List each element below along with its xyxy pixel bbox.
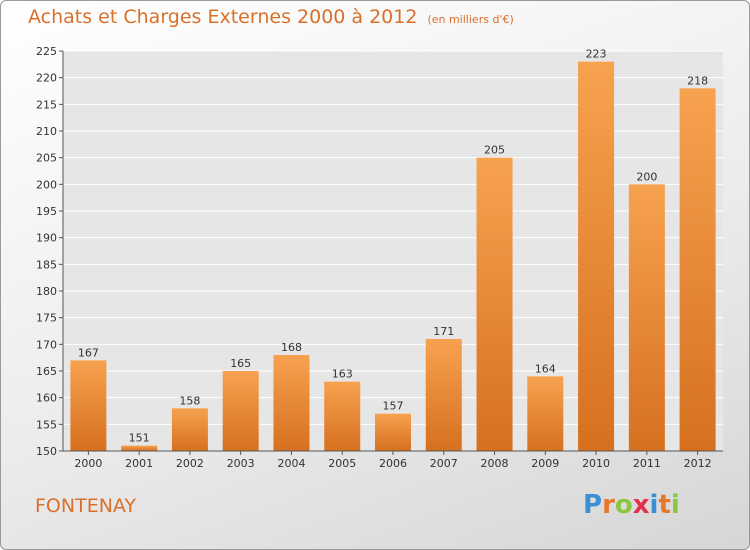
- place-name: FONTENAY: [35, 495, 137, 517]
- bar: [628, 184, 665, 452]
- data-label: 223: [586, 48, 607, 61]
- chart-title-text: Achats et Charges Externes 2000 à 2012: [28, 6, 418, 28]
- y-axis: 150 155 160 165 170 175 180 185 190 195 200 205 210 2…: [36, 45, 64, 458]
- x-tick-label: 2002: [176, 457, 204, 470]
- y-tick-label: 220: [36, 72, 57, 85]
- bar: [476, 157, 513, 451]
- logo-letter: i: [670, 490, 680, 520]
- data-label: 157: [383, 400, 404, 413]
- logo-letter: o: [614, 490, 633, 520]
- y-tick-label: 175: [36, 312, 57, 325]
- bar: [375, 413, 411, 451]
- bar: [324, 381, 361, 451]
- data-label: 167: [78, 346, 99, 359]
- chart-subtitle: (en milliers d'€): [427, 13, 514, 26]
- x-tick-label: 2009: [531, 457, 559, 470]
- x-tick-label: 2010: [582, 457, 610, 470]
- bar: [70, 360, 107, 451]
- x-tick-label: 2011: [633, 457, 661, 470]
- y-tick-label: 205: [36, 152, 57, 165]
- y-tick-label: 150: [36, 445, 57, 458]
- bar: [578, 61, 615, 452]
- data-label: 168: [281, 341, 302, 354]
- logo-letter: t: [658, 490, 671, 520]
- x-tick-label: 2000: [74, 457, 102, 470]
- y-tick-label: 165: [36, 365, 57, 378]
- bar: [171, 408, 208, 451]
- data-label: 158: [179, 394, 200, 407]
- y-tick-label: 180: [36, 285, 57, 298]
- plot-area: [63, 51, 723, 451]
- x-tick-label: 2004: [277, 457, 305, 470]
- bar: [273, 355, 310, 451]
- y-tick-label: 210: [36, 125, 57, 138]
- y-tick-label: 160: [36, 392, 57, 405]
- y-tick-label: 190: [36, 232, 57, 245]
- x-tick-label: 2006: [379, 457, 407, 470]
- data-label: 171: [433, 325, 454, 338]
- y-tick-label: 195: [36, 205, 57, 218]
- chart-title: Achats et Charges Externes 2000 à 2012 (e…: [28, 6, 514, 28]
- y-tick-label: 185: [36, 258, 57, 271]
- y-tick-label: 155: [36, 418, 57, 431]
- bar: [425, 339, 462, 451]
- data-label: 218: [687, 74, 708, 87]
- x-tick-label: 2005: [328, 457, 356, 470]
- bar: [121, 445, 158, 451]
- logo-letter: i: [649, 490, 659, 520]
- x-tick-label: 2008: [481, 457, 509, 470]
- bar: [527, 376, 564, 451]
- data-label: 151: [129, 432, 150, 445]
- x-axis: 2000 2001 2002 2003 2004 2005 2006 2007 2008 2009…: [63, 450, 723, 470]
- logo-letter: x: [632, 490, 650, 520]
- data-label: 164: [535, 362, 556, 375]
- x-tick-label: 2003: [227, 457, 255, 470]
- y-tick-label: 225: [36, 45, 57, 58]
- proxiti-logo: Proxiti: [583, 490, 680, 520]
- logo-letter: r: [602, 490, 615, 520]
- data-label: 200: [636, 170, 657, 183]
- logo-letter: P: [583, 490, 603, 520]
- x-tick-label: 2001: [125, 457, 153, 470]
- data-label: 165: [230, 357, 251, 370]
- data-label: 205: [484, 144, 505, 157]
- y-tick-label: 200: [36, 178, 57, 191]
- bars: 167 151 158 165 168 163 157 171 205 164 223 200 218: [70, 48, 716, 452]
- data-label: 163: [332, 368, 353, 381]
- grid-lines: [63, 50, 723, 452]
- x-tick-label: 2012: [684, 457, 712, 470]
- y-tick-label: 215: [36, 98, 57, 111]
- y-tick-label: 170: [36, 338, 57, 351]
- x-tick-label: 2007: [430, 457, 458, 470]
- bar: [222, 371, 259, 451]
- bar: [679, 88, 716, 451]
